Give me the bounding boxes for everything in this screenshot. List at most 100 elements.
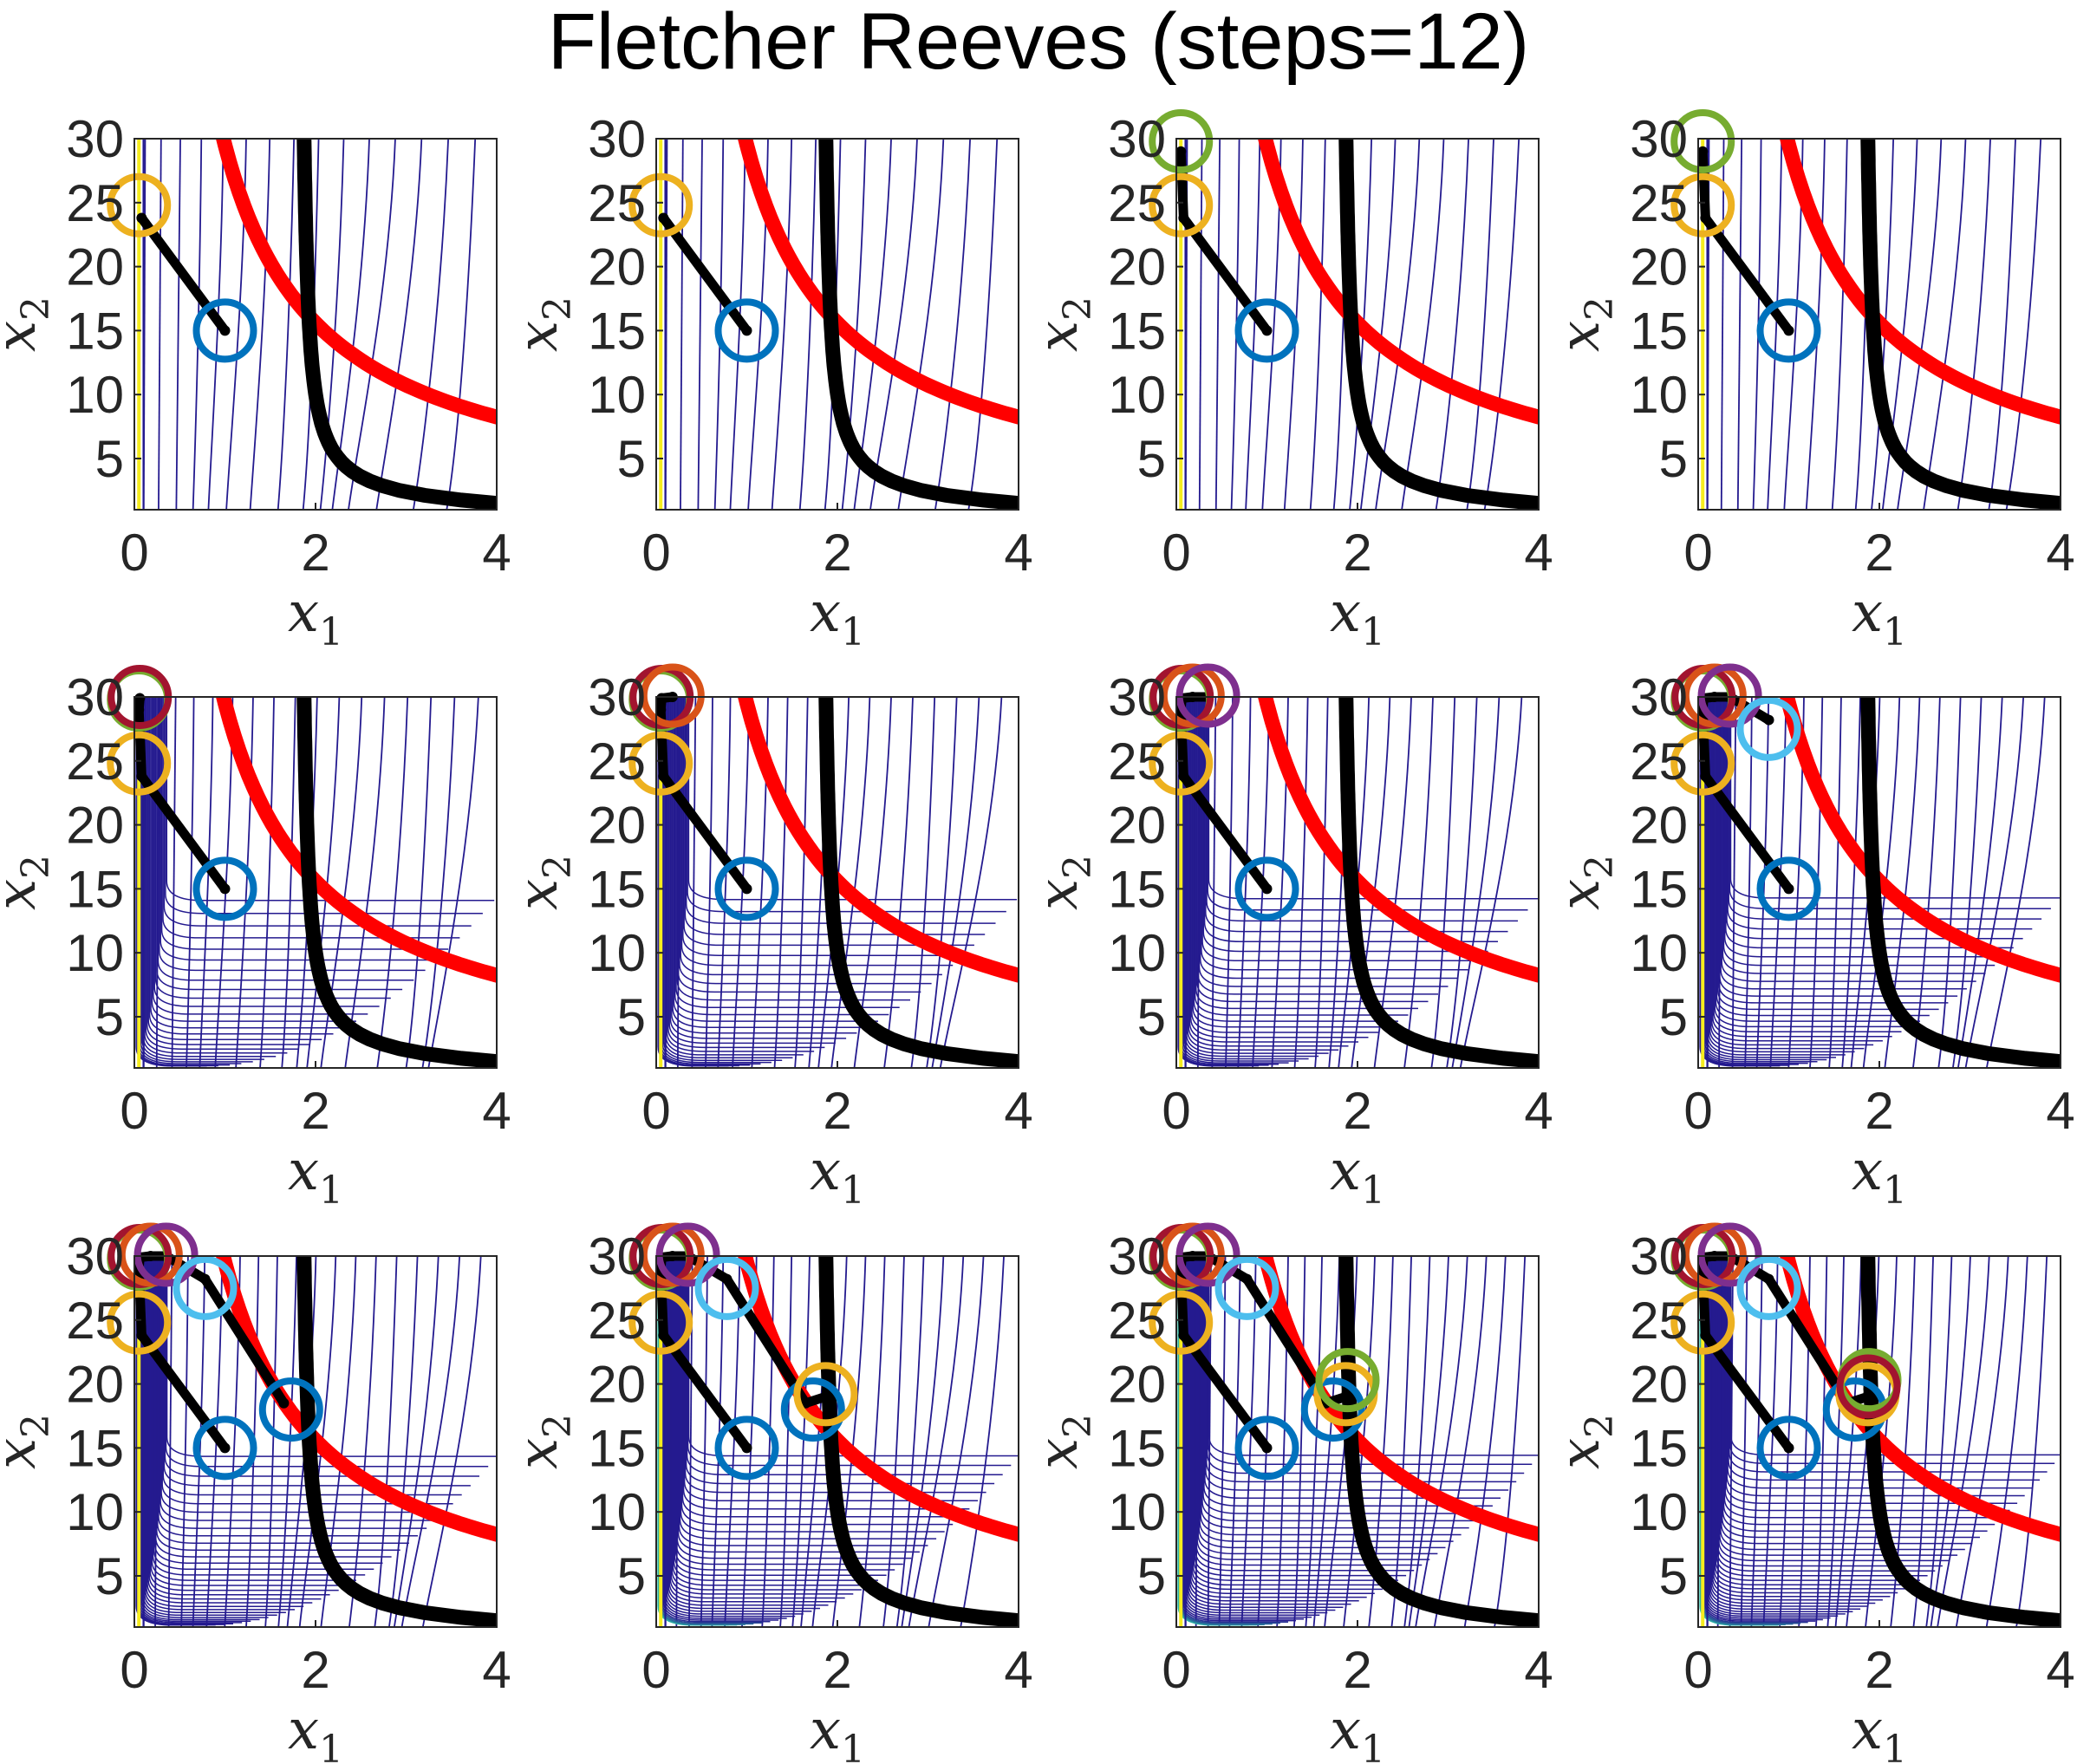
contour-line	[421, 1256, 482, 1627]
contour-line	[1717, 1256, 1943, 1567]
iterate-marker	[192, 1416, 257, 1481]
path-vertex	[1178, 771, 1189, 782]
iterate-marker	[173, 1255, 238, 1320]
contour-line	[158, 139, 162, 510]
contour-line	[668, 1256, 837, 1603]
constraint-curve-red	[215, 1256, 497, 1542]
contour-line	[1890, 1256, 1916, 1627]
contour-line	[1435, 139, 1469, 510]
contour-line	[682, 697, 964, 956]
path-vertex	[136, 771, 147, 782]
contour-line	[1195, 1256, 1415, 1572]
iterate-marker	[780, 1377, 845, 1442]
iterate-marker	[1160, 1222, 1225, 1287]
y-axis-label: x2	[1548, 296, 1622, 352]
contour-line	[1368, 1256, 1394, 1627]
contour-line	[1718, 1256, 1950, 1562]
contour-lines	[659, 139, 999, 510]
contour-line	[679, 697, 932, 985]
contour-line	[153, 697, 380, 1007]
y-tick-label: 15	[1630, 860, 1688, 918]
subplot-4: 0 2 4 5 10 15 20 25 30 x1 x2	[1548, 108, 2075, 654]
constraint-curve-red	[1257, 697, 1539, 983]
path-vertex	[721, 1273, 732, 1285]
iterate-marker	[107, 1290, 172, 1355]
contour-line	[1714, 1256, 1913, 1585]
contour-line	[1446, 697, 1478, 1068]
contour-line	[1208, 1256, 1539, 1456]
contour-line	[186, 697, 195, 1068]
y-tick-label: 25	[588, 1292, 646, 1350]
contour-line	[1724, 1256, 2010, 1512]
contour-line	[162, 1256, 462, 1496]
y-tick-label: 10	[1108, 1483, 1166, 1541]
x-tick-label: 2	[823, 1641, 851, 1699]
iterate-marker	[1315, 1348, 1380, 1413]
contour-line	[1726, 697, 2023, 940]
contour-line	[667, 1256, 829, 1606]
contour-line	[1191, 1256, 1383, 1591]
contour-line	[686, 1256, 1003, 1475]
contour-line	[159, 1256, 427, 1529]
x-axis-label: x1	[1852, 1698, 1907, 1764]
y-tick-label: 30	[588, 110, 646, 168]
contour-line	[144, 697, 288, 1054]
contour-line	[680, 1256, 945, 1533]
y-axis-label: x2	[0, 855, 58, 910]
iterate-marker	[1736, 696, 1801, 761]
constraint-curve-black	[296, 1256, 497, 1627]
contour-line	[163, 1256, 471, 1487]
contour-line	[1403, 697, 1434, 1068]
contour-line	[1195, 1256, 1423, 1566]
y-tick-label: 15	[1108, 302, 1166, 360]
contour-line	[1725, 697, 2014, 949]
contour-line	[141, 697, 264, 1060]
contour-line	[405, 697, 433, 1068]
path-vertex	[1700, 212, 1711, 224]
path-vertex	[134, 693, 146, 704]
y-tick-label: 5	[95, 988, 124, 1046]
iterate-marker	[258, 1377, 323, 1442]
contour-line	[144, 1256, 286, 1614]
contour-line	[1716, 1256, 1928, 1577]
contour-line	[1309, 139, 1326, 510]
contour-line	[683, 1256, 978, 1502]
x-tick-label: 4	[1524, 1082, 1553, 1140]
contour-line	[931, 697, 980, 1068]
path-vertex	[1261, 883, 1273, 895]
y-tick-label: 10	[66, 366, 124, 424]
contour-line	[667, 697, 825, 1049]
contour-line	[676, 697, 910, 1001]
contour-line	[1712, 1256, 1898, 1594]
constraint-curve-black	[818, 1256, 1019, 1627]
contour-line	[1483, 139, 1520, 510]
x-axis-label: x1	[810, 1139, 865, 1213]
contour-line	[1722, 697, 1986, 974]
contour-line	[1415, 1256, 1468, 1627]
y-tick-label: 5	[1137, 988, 1166, 1046]
contour-line	[1188, 1256, 1359, 1602]
constraint-curve-black	[1860, 139, 2061, 510]
y-tick-label: 15	[66, 860, 124, 918]
contour-line	[1192, 1256, 1390, 1586]
contour-line	[1186, 697, 1329, 1054]
y-tick-label: 5	[617, 1547, 646, 1605]
contour-line	[1704, 697, 1818, 1063]
contour-line	[1709, 1256, 1868, 1607]
y-tick-label: 20	[1108, 797, 1166, 855]
iterate-marker	[1670, 172, 1735, 238]
contour-line	[163, 697, 472, 927]
contour-line	[277, 139, 295, 510]
y-axis-label: x2	[506, 855, 580, 910]
y-tick-label: 20	[66, 797, 124, 855]
contour-line	[1206, 1256, 1517, 1483]
x-tick-label: 0	[120, 1082, 148, 1140]
contour-line	[1709, 697, 1874, 1046]
y-tick-label: 15	[66, 1419, 124, 1477]
contour-line	[153, 1256, 383, 1565]
contour-line	[1190, 1256, 1375, 1594]
search-path	[133, 698, 229, 892]
